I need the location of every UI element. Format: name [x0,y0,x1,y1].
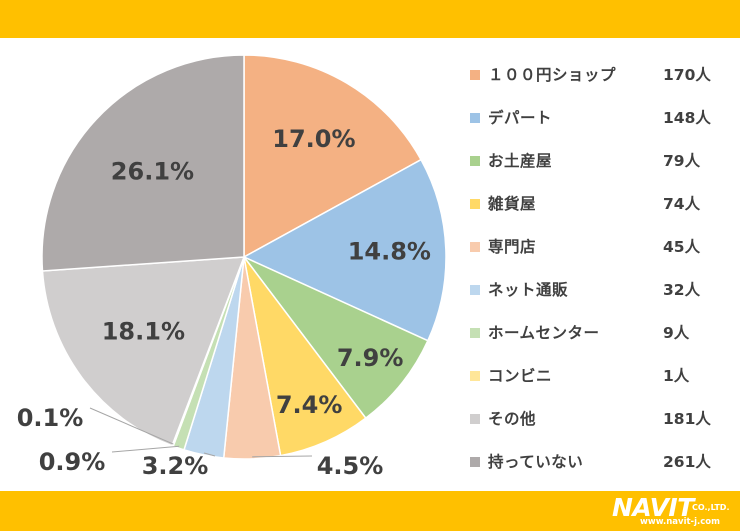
pie-slice [41,256,246,447]
pie-slice [243,54,423,259]
legend-label: ホームセンター [488,324,600,342]
legend-label: 持っていない [488,453,584,471]
data-label: 3.2% [142,452,209,480]
legend-swatch [470,242,480,252]
legend-count: 148人 [663,109,711,127]
data-label: 14.8% [348,238,431,266]
legend-label: ネット通販 [488,281,569,299]
data-labels: 17.0% 14.8% 7.9% 7.4% 4.5% 3.2% 0.9% 0.1% 18.1% 2… [17,125,431,480]
legend-swatch [470,371,480,381]
leader-line [111,445,180,453]
legend-count: 74人 [663,195,701,213]
legend-label: 専門店 [488,238,537,256]
legend-entry: ホームセンター 9人 [470,315,732,358]
leader-lines [89,407,313,458]
legend-count: 32人 [663,281,701,299]
legend-entry: コンビニ 1人 [470,358,732,401]
legend-swatch [470,70,480,80]
data-label: 7.4% [276,391,343,419]
legend-count: 1人 [663,367,690,385]
legend-swatch [470,285,480,295]
legend-entry: お土産屋 79人 [470,143,732,186]
logo-url: www.navit-j.com [640,517,720,527]
pie-slice [243,256,429,420]
legend-entry: 専門店 45人 [470,229,732,272]
legend-swatch [470,457,480,467]
legend-swatch [470,113,480,123]
legend-label: その他 [488,410,537,428]
data-label: 0.1% [17,404,84,432]
legend-entry: デパート 148人 [470,100,732,143]
data-label: 0.9% [39,448,106,476]
leader-line [89,407,174,445]
data-label: 17.0% [272,125,355,153]
legend: １００円ショップ 170人デパート 148人お土産屋 79人雑貨屋 74人専門店 45人ネ… [470,57,732,487]
legend-entry: ネット通販 32人 [470,272,732,315]
legend-count: 181人 [663,410,711,428]
bottom-color-band [0,491,740,531]
legend-swatch [470,199,480,209]
legend-label: １００円ショップ [488,66,617,84]
legend-entry: その他 181人 [470,401,732,444]
legend-label: お土産屋 [488,152,553,170]
legend-label: デパート [488,109,553,127]
legend-count: 45人 [663,238,701,256]
legend-count: 261人 [663,453,711,471]
legend-swatch [470,414,480,424]
pie-slices [41,54,447,460]
data-label: 4.5% [317,452,384,480]
legend-count: 170人 [663,66,711,84]
logo-text: NAVIT [612,493,694,522]
legend-entry: 雑貨屋 74人 [470,186,732,229]
legend-label: コンビニ [488,367,553,385]
legend-swatch [470,328,480,338]
pie-slice [242,158,447,342]
legend-count: 9人 [663,324,690,342]
leader-line [203,452,216,457]
navit-logo: NAVIT CO.,LTD. www.navit-j.com [612,493,736,529]
legend-label: 雑貨屋 [488,195,537,213]
data-label: 26.1% [111,158,194,186]
data-label: 7.9% [337,344,404,372]
data-label: 18.1% [102,318,185,346]
logo-suffix: CO.,LTD. [692,503,730,512]
legend-swatch [470,156,480,166]
legend-count: 79人 [663,152,701,170]
leader-line [252,455,313,458]
top-color-band [0,0,740,38]
legend-entry: １００円ショップ 170人 [470,57,732,100]
pie-slice [41,54,245,272]
legend-entry: 持っていない 261人 [470,444,732,487]
